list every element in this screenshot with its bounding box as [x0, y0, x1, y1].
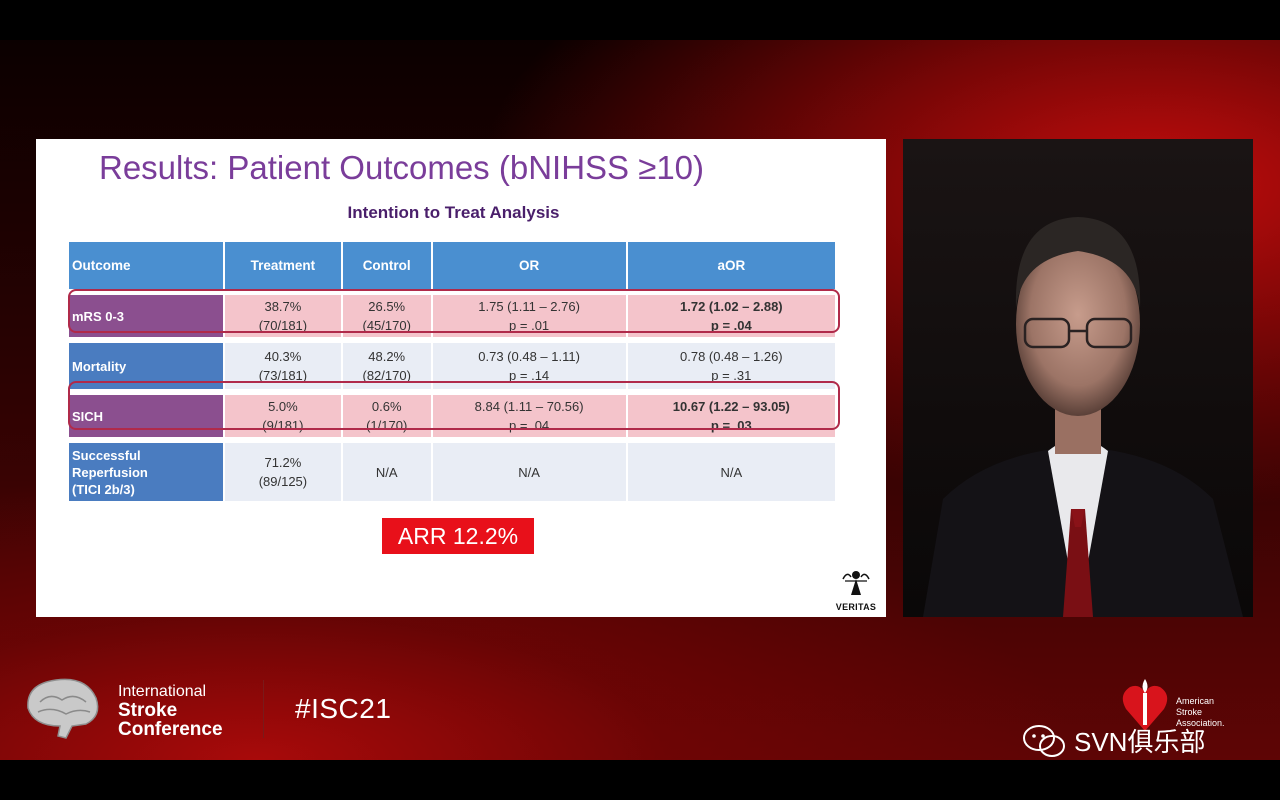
conference-name: International Stroke Conference: [118, 682, 223, 739]
asa-line2: Stroke: [1176, 707, 1203, 717]
table-cell: 1.72 (1.02 – 2.88) p = .04: [627, 295, 835, 337]
table-row: mRS 0-3 38.7% (70/181) 26.5% (45/170) 1.75…: [69, 295, 835, 337]
table-cell: N/A: [432, 443, 626, 501]
table-cell: 0.78 (0.48 – 1.26) p = .31: [627, 343, 835, 389]
table-cell: 8.84 (1.11 – 70.56) p = .04: [432, 395, 626, 437]
wechat-watermark: SVN俱乐部: [1022, 722, 1205, 759]
bottom-letterbox: [0, 760, 1280, 800]
table-cell: 40.3% (73/181): [225, 343, 341, 389]
speaker-silhouette: [923, 217, 1243, 617]
veritas-label: VERITAS: [835, 602, 877, 612]
table-cell: 38.7% (70/181): [225, 295, 341, 337]
table-row: Mortality 40.3% (73/181) 48.2% (82/170) 0.…: [69, 343, 835, 389]
table-cell: 71.2% (89/125): [225, 443, 341, 501]
top-letterbox: [0, 0, 1280, 40]
event-hashtag: #ISC21: [295, 693, 392, 724]
speaker-video: [903, 139, 1253, 617]
asa-logo: [1120, 675, 1170, 740]
veritas-logo: VERITAS: [832, 567, 880, 612]
footer-divider: [263, 680, 264, 738]
asa-name: American Stroke Association.: [1176, 696, 1225, 729]
table-header-row: Outcome Treatment Control OR aOR: [69, 242, 835, 289]
table-row: Successful Reperfusion (TICI 2b/3) 71.2% (8…: [69, 443, 835, 501]
row-label: Mortality: [69, 343, 223, 389]
table-cell: 48.2% (82/170): [342, 343, 431, 389]
conference-line3: Conference: [118, 719, 223, 740]
table-cell: 5.0% (9/181): [225, 395, 341, 437]
watermark-text: SVN俱乐部: [1074, 727, 1206, 757]
table-row: SICH 5.0% (9/181) 0.6% (1/170) 8.84 (1.11 …: [69, 395, 835, 437]
brain-icon: [27, 678, 99, 739]
slide-title-text: Patient Outcomes (bNIHSS ≥10): [227, 149, 705, 186]
table-cell: N/A: [627, 443, 835, 501]
table-cell: 0.73 (0.48 – 1.11) p = .14: [432, 343, 626, 389]
row-label: Successful Reperfusion (TICI 2b/3): [69, 443, 223, 501]
column-header: Control: [342, 242, 431, 289]
wechat-icon: [1023, 724, 1065, 757]
table-cell: 1.75 (1.11 – 2.76) p = .01: [432, 295, 626, 337]
table-cell: 0.6% (1/170): [342, 395, 431, 437]
asa-line3: Association.: [1176, 718, 1225, 728]
column-header: Outcome: [69, 242, 223, 289]
veritas-emblem-icon: [842, 571, 870, 595]
table-cell: 10.67 (1.22 – 93.05) p = .03: [627, 395, 835, 437]
conference-line1: International: [118, 683, 207, 700]
column-header: aOR: [627, 242, 835, 289]
row-label: mRS 0-3: [69, 295, 223, 337]
table-cell: 26.5% (45/170): [342, 295, 431, 337]
slide-title-prefix: Results:: [99, 149, 219, 186]
presentation-slide: Results: Patient Outcomes (bNIHSS ≥10) I…: [36, 139, 886, 617]
slide-title: Results: Patient Outcomes (bNIHSS ≥10): [99, 149, 704, 187]
table-cell: N/A: [342, 443, 431, 501]
asa-line1: American: [1176, 696, 1215, 706]
results-table: Outcome Treatment Control OR aOR mRS 0-3…: [67, 242, 837, 501]
asa-heart-torch-icon: [1122, 679, 1168, 731]
isc-brain-logo: [20, 672, 104, 747]
slide-subtitle: Intention to Treat Analysis: [347, 203, 560, 222]
column-header: OR: [432, 242, 626, 289]
row-label: SICH: [69, 395, 223, 437]
arr-badge: ARR 12.2%: [382, 518, 534, 554]
conference-line2: Stroke: [118, 700, 178, 721]
column-header: Treatment: [225, 242, 341, 289]
